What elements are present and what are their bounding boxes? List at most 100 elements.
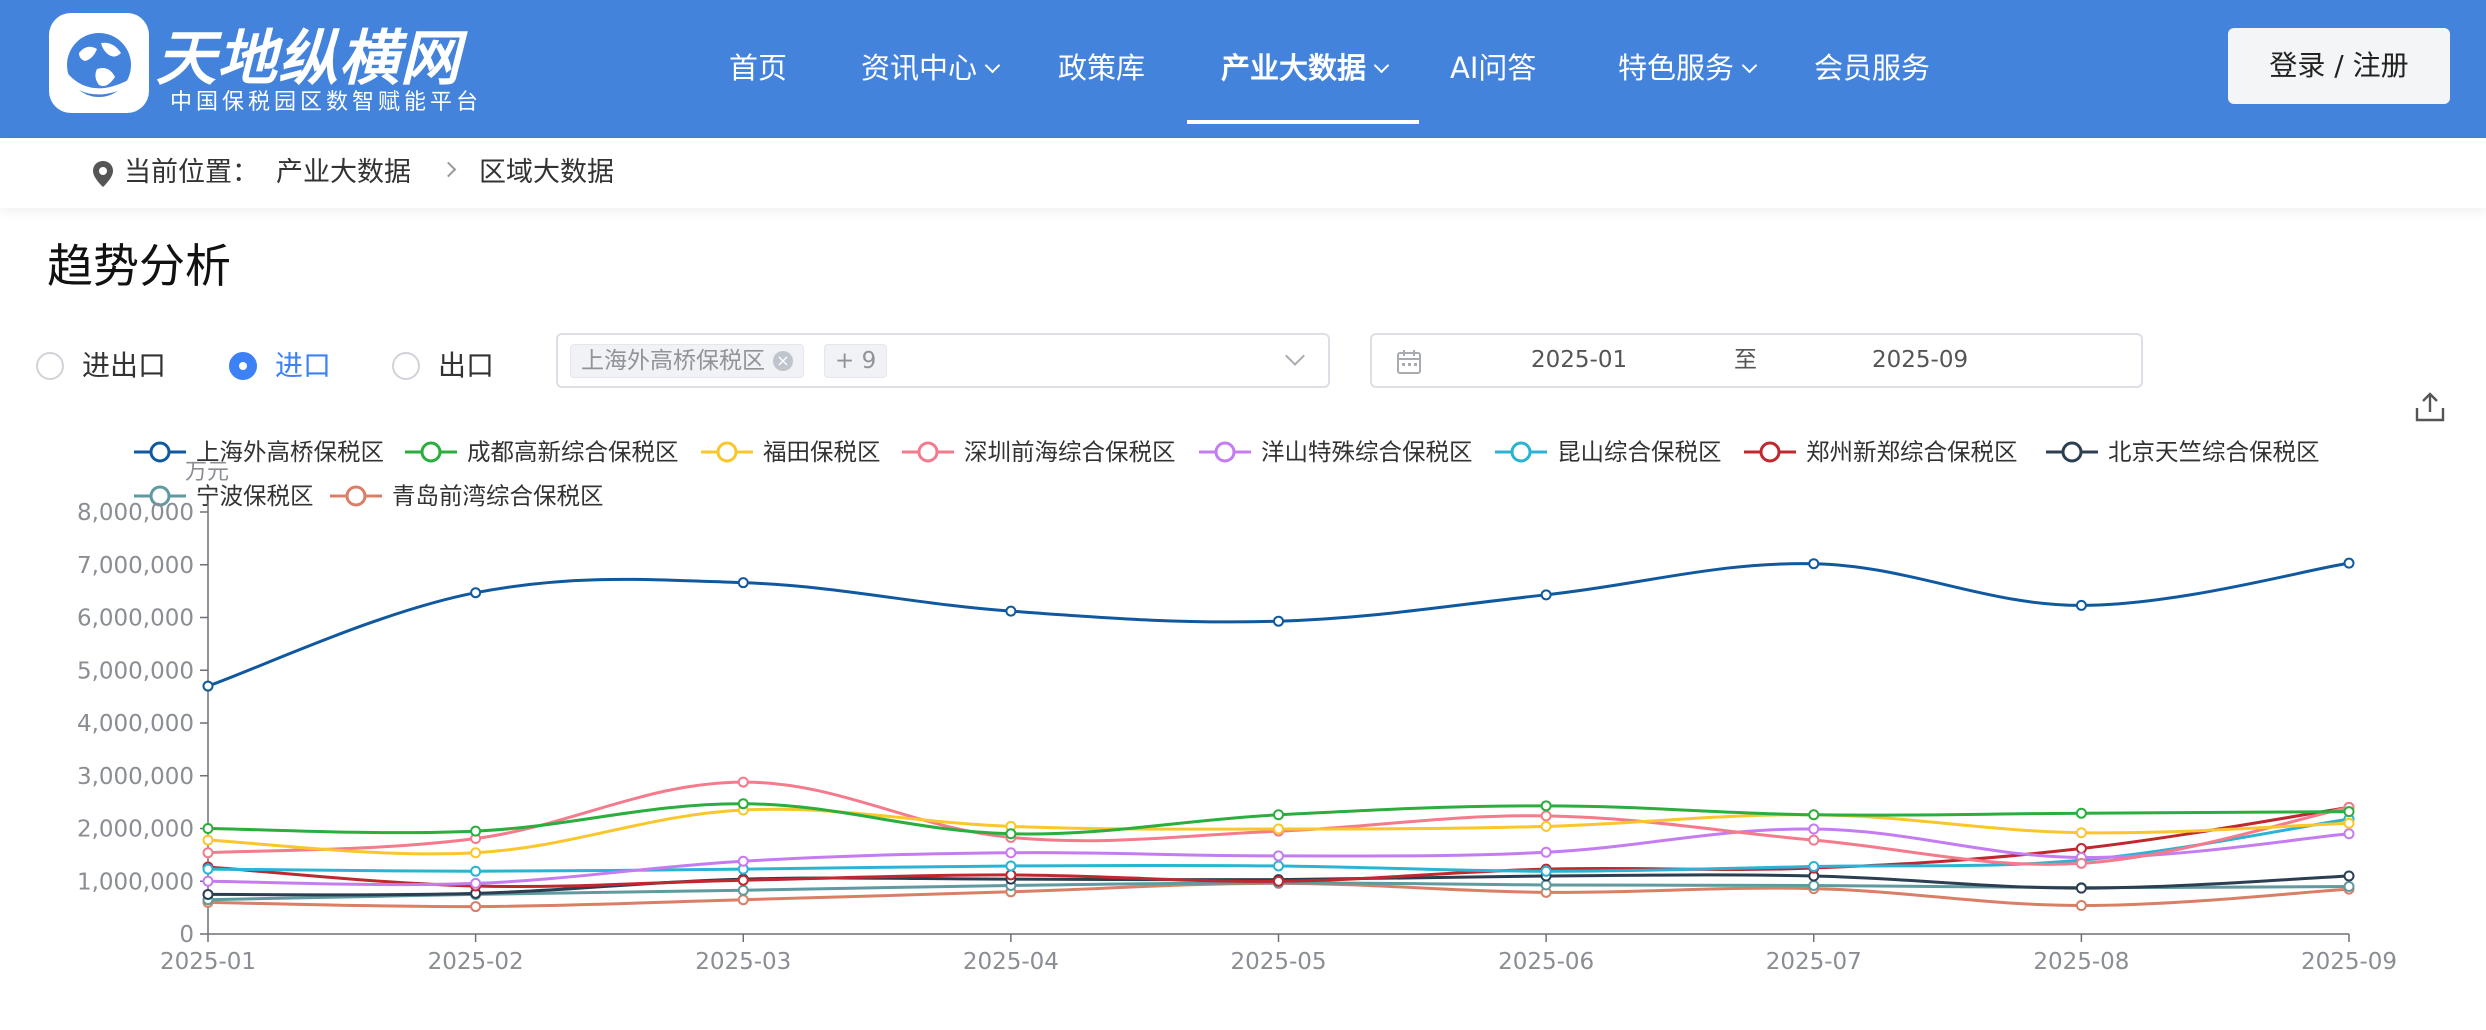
data-point[interactable]: [2343, 806, 2355, 818]
data-point[interactable]: [470, 587, 482, 599]
data-point[interactable]: [2075, 857, 2087, 869]
legend-line-marker-icon: [134, 485, 186, 507]
legend-label: 青岛前湾综合保税区: [392, 482, 604, 510]
x-tick-label: 2025-07: [1766, 949, 1862, 975]
login-register-button[interactable]: 登录 / 注册: [2228, 28, 2450, 104]
data-point[interactable]: [2343, 881, 2355, 893]
data-point[interactable]: [1808, 823, 1820, 835]
data-point[interactable]: [470, 877, 482, 889]
data-point[interactable]: [737, 884, 749, 896]
breadcrumb-item-industry-data[interactable]: 产业大数据: [276, 157, 411, 188]
nav-industry-data[interactable]: 产业大数据: [1221, 0, 1390, 138]
data-point[interactable]: [1808, 809, 1820, 821]
data-point[interactable]: [1273, 860, 1284, 872]
data-point[interactable]: [1273, 850, 1284, 862]
legend-label: 昆山综合保税区: [1557, 438, 1722, 466]
data-point[interactable]: [470, 901, 482, 913]
breadcrumb: 当前位置： 产业大数据 区域大数据: [0, 138, 2486, 208]
data-point[interactable]: [202, 888, 214, 900]
data-point[interactable]: [2075, 807, 2087, 819]
legend-line-marker-icon: [1199, 441, 1251, 463]
radio-circle-icon: [36, 352, 64, 380]
data-point[interactable]: [737, 798, 749, 810]
data-point[interactable]: [1808, 860, 1820, 872]
data-point[interactable]: [1273, 615, 1284, 627]
data-point[interactable]: [470, 847, 482, 859]
data-point[interactable]: [737, 855, 749, 867]
y-tick-label: 0: [179, 922, 194, 948]
data-point[interactable]: [202, 823, 214, 834]
data-point[interactable]: [737, 577, 749, 589]
data-point[interactable]: [1005, 847, 1017, 859]
nav-membership[interactable]: 会员服务: [1814, 51, 1931, 85]
data-point[interactable]: [2343, 870, 2355, 882]
data-point[interactable]: [202, 847, 214, 859]
date-range-separator: 至: [1734, 347, 1757, 373]
legend-label: 北京天竺综合保税区: [2108, 438, 2320, 466]
x-tick-label: 2025-05: [1230, 949, 1326, 975]
data-point[interactable]: [1808, 558, 1820, 570]
radio-circle-icon: [392, 352, 420, 380]
data-point[interactable]: [1005, 605, 1017, 617]
data-point[interactable]: [1005, 869, 1017, 881]
data-point[interactable]: [1808, 834, 1820, 846]
nav-special-services[interactable]: 特色服务: [1618, 0, 1758, 138]
nav-policy[interactable]: 政策库: [1058, 51, 1146, 85]
data-point[interactable]: [2075, 843, 2087, 855]
data-point[interactable]: [1005, 860, 1017, 872]
legend-label: 宁波保税区: [196, 482, 314, 510]
data-point[interactable]: [2075, 882, 2087, 894]
globe-logo-icon[interactable]: [49, 13, 149, 113]
more-zones-tag: + 9: [824, 344, 888, 378]
data-point[interactable]: [202, 834, 214, 846]
data-point[interactable]: [2075, 900, 2087, 912]
export-icon[interactable]: [2413, 390, 2447, 424]
nav-news[interactable]: 资讯中心: [861, 0, 1001, 138]
data-point[interactable]: [470, 825, 482, 837]
data-point[interactable]: [1540, 810, 1552, 822]
data-point[interactable]: [202, 875, 214, 887]
end-date-input[interactable]: 2025-09: [1872, 347, 1969, 373]
data-point[interactable]: [1273, 823, 1284, 835]
data-point[interactable]: [2343, 557, 2355, 569]
data-point[interactable]: [2343, 828, 2355, 840]
y-tick-label: 7,000,000: [77, 553, 194, 579]
y-tick-label: 6,000,000: [77, 606, 194, 632]
data-point[interactable]: [1540, 879, 1552, 891]
start-date-input[interactable]: 2025-01: [1531, 347, 1628, 373]
date-range-picker[interactable]: 2025-01 至 2025-09: [1370, 333, 2143, 388]
x-tick-label: 2025-04: [963, 949, 1059, 975]
data-point[interactable]: [2343, 817, 2355, 829]
data-point[interactable]: [1540, 865, 1552, 877]
data-point[interactable]: [1808, 879, 1820, 891]
data-point[interactable]: [202, 863, 214, 875]
x-tick-label: 2025-03: [695, 949, 791, 975]
data-point[interactable]: [737, 894, 749, 906]
data-point[interactable]: [737, 776, 749, 788]
legend-label: 洋山特殊综合保税区: [1261, 438, 1473, 466]
data-point[interactable]: [1540, 589, 1552, 601]
data-point[interactable]: [2075, 599, 2087, 611]
data-point[interactable]: [1273, 875, 1284, 887]
data-point[interactable]: [1273, 809, 1284, 821]
data-point[interactable]: [1540, 800, 1552, 812]
data-point[interactable]: [202, 680, 214, 692]
x-tick-label: 2025-09: [2301, 949, 2397, 975]
legend-label: 福田保税区: [763, 438, 881, 466]
brand-name[interactable]: 天地纵横网: [156, 24, 461, 94]
y-tick-label: 3,000,000: [77, 764, 194, 790]
data-point[interactable]: [1540, 846, 1552, 858]
nav-home[interactable]: 首页: [729, 51, 788, 85]
zone-multi-select[interactable]: 上海外高桥保税区 × + 9: [556, 333, 1330, 388]
nav-ai-qa[interactable]: AI问答: [1450, 51, 1537, 85]
legend-line-marker-icon: [134, 441, 186, 463]
data-point[interactable]: [1540, 820, 1552, 832]
data-point[interactable]: [2075, 827, 2087, 839]
calendar-icon: [1397, 350, 1421, 374]
close-icon[interactable]: ×: [773, 351, 793, 371]
data-point[interactable]: [737, 874, 749, 886]
brand-tagline: 中国保税园区数智赋能平台: [170, 90, 483, 115]
y-tick-label: 8,000,000: [77, 500, 194, 526]
data-point[interactable]: [470, 865, 482, 877]
data-point[interactable]: [1005, 828, 1017, 840]
